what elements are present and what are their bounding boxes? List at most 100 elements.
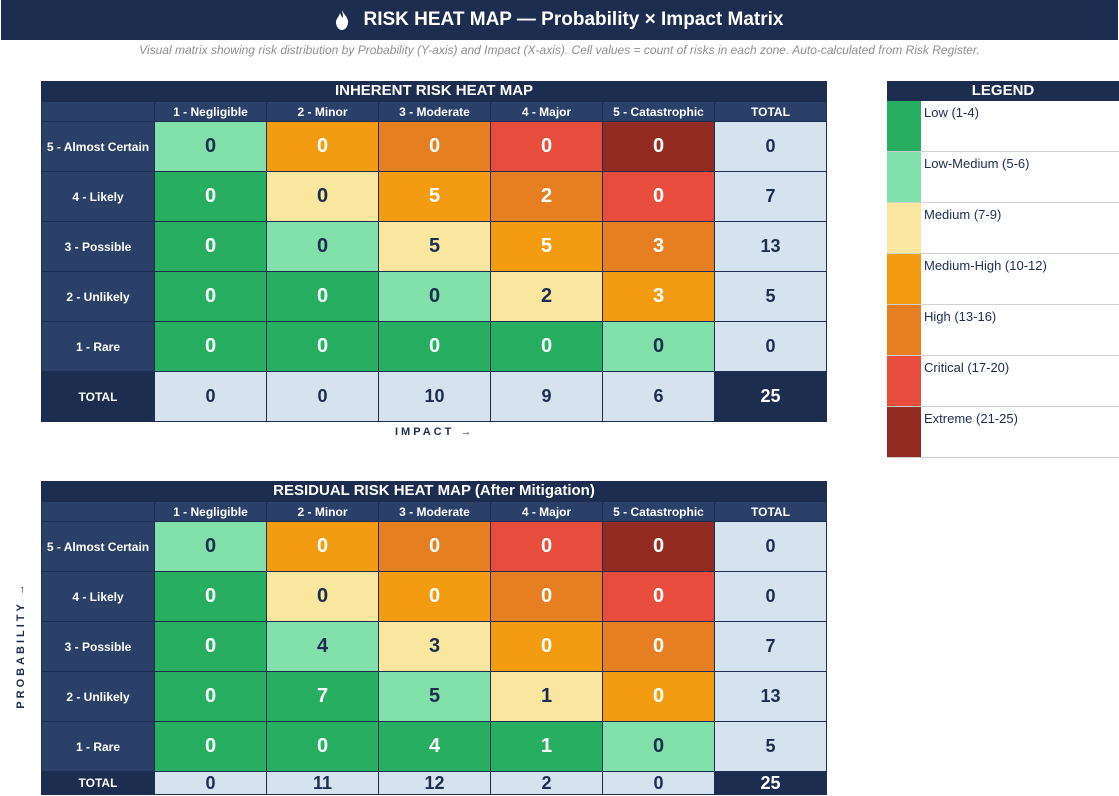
heatmap-cell: 4 xyxy=(378,721,491,772)
heatmap-cell: 5 xyxy=(378,671,491,722)
column-total: 12 xyxy=(378,771,491,795)
heatmap-cell: 0 xyxy=(154,171,267,222)
legend-swatch xyxy=(887,101,921,151)
heatmap-table: 1 - Negligible 2 - Minor 3 - Moderate 4 - M… xyxy=(41,101,827,422)
heatmap-table: 1 - Negligible 2 - Minor 3 - Moderate 4 - M… xyxy=(41,501,827,795)
heatmap-cell: 5 xyxy=(378,221,491,272)
probability-row-header: 2 - Unlikely xyxy=(41,671,155,722)
heatmap-cell: 0 xyxy=(154,271,267,322)
heatmap-cell: 0 xyxy=(602,571,715,622)
probability-row-header: 5 - Almost Certain xyxy=(41,121,155,172)
matrix-title: INHERENT RISK HEAT MAP xyxy=(41,81,827,101)
impact-column-header: 4 - Major xyxy=(490,101,603,122)
impact-column-header: 5 - Catastrophic xyxy=(602,101,715,122)
impact-column-header: 3 - Moderate xyxy=(378,101,491,122)
heatmap-cell: 0 xyxy=(378,121,491,172)
legend-swatch xyxy=(887,356,921,406)
probability-row-header: 3 - Possible xyxy=(41,621,155,672)
row-total: 0 xyxy=(714,121,827,172)
impact-column-header: 3 - Moderate xyxy=(378,501,491,522)
impact-column-header: 1 - Negligible xyxy=(154,501,267,522)
heatmap-cell: 0 xyxy=(154,721,267,772)
legend-swatch xyxy=(887,305,921,355)
heatmap-cell: 0 xyxy=(266,321,379,372)
heatmap-cell: 0 xyxy=(602,671,715,722)
row-total: 5 xyxy=(714,721,827,772)
heatmap-cell: 0 xyxy=(154,571,267,622)
probability-row-header: 4 - Likely xyxy=(41,571,155,622)
legend-label: Medium (7-9) xyxy=(924,207,1002,222)
row-total: 0 xyxy=(714,521,827,572)
legend-swatch xyxy=(887,254,921,304)
heatmap-cell: 0 xyxy=(266,571,379,622)
heatmap-cell: 0 xyxy=(602,321,715,372)
residual-risk-matrix: RESIDUAL RISK HEAT MAP (After Mitigation… xyxy=(41,481,827,795)
heatmap-row: 1 - Rare 0 0 0 0 0 0 xyxy=(41,321,827,372)
heatmap-cell: 5 xyxy=(378,171,491,222)
heatmap-row: 5 - Almost Certain 0 0 0 0 0 0 xyxy=(41,521,827,572)
heatmap-cell: 2 xyxy=(490,271,603,322)
inherent-risk-matrix: INHERENT RISK HEAT MAP 1 - Negligible 2 -… xyxy=(41,81,827,422)
legend-item: Extreme (21-25) xyxy=(887,407,1119,458)
total-row-header: TOTAL xyxy=(41,371,155,422)
row-total: 13 xyxy=(714,671,827,722)
heatmap-cell: 7 xyxy=(266,671,379,722)
heatmap-cell: 0 xyxy=(602,121,715,172)
column-total: 11 xyxy=(266,771,379,795)
legend-item: Critical (17-20) xyxy=(887,356,1119,407)
heatmap-cell: 3 xyxy=(602,271,715,322)
column-total: 2 xyxy=(490,771,603,795)
impact-column-header: 1 - Negligible xyxy=(154,101,267,122)
header-corner xyxy=(41,501,155,522)
header-corner xyxy=(41,101,155,122)
heatmap-cell: 0 xyxy=(154,221,267,272)
heatmap-cell: 2 xyxy=(490,171,603,222)
column-total: 0 xyxy=(602,771,715,795)
heatmap-cell: 0 xyxy=(490,621,603,672)
heatmap-cell: 0 xyxy=(154,121,267,172)
probability-row-header: 3 - Possible xyxy=(41,221,155,272)
impact-column-header: 4 - Major xyxy=(490,501,603,522)
heatmap-cell: 1 xyxy=(490,721,603,772)
heatmap-cell: 0 xyxy=(154,621,267,672)
legend-item: Low (1-4) xyxy=(887,101,1119,152)
heatmap-row: 5 - Almost Certain 0 0 0 0 0 0 xyxy=(41,121,827,172)
row-total: 13 xyxy=(714,221,827,272)
legend-item: High (13-16) xyxy=(887,305,1119,356)
column-total: 10 xyxy=(378,371,491,422)
legend-label: Low-Medium (5-6) xyxy=(924,156,1030,171)
probability-axis-label: PROBABILITY → xyxy=(15,581,27,709)
grand-total: 25 xyxy=(714,371,827,422)
row-total: 0 xyxy=(714,571,827,622)
page-title: RISK HEAT MAP — Probability × Impact Mat… xyxy=(363,9,784,30)
legend-label: Extreme (21-25) xyxy=(924,411,1018,426)
heatmap-row: 3 - Possible 0 4 3 0 0 7 xyxy=(41,621,827,672)
legend-swatch xyxy=(887,407,921,457)
heatmap-cell: 0 xyxy=(266,171,379,222)
legend-label: Low (1-4) xyxy=(924,105,979,120)
heatmap-cell: 0 xyxy=(602,171,715,222)
legend: LEGEND Low (1-4) Low-Medium (5-6) Medium (… xyxy=(887,81,1119,458)
legend-label: Critical (17-20) xyxy=(924,360,1010,375)
heatmap-cell: 0 xyxy=(266,521,379,572)
heatmap-cell: 0 xyxy=(154,671,267,722)
heatmap-cell: 4 xyxy=(266,621,379,672)
heatmap-cell: 0 xyxy=(490,321,603,372)
column-total: 0 xyxy=(154,371,267,422)
legend-label: Medium-High (10-12) xyxy=(924,258,1047,273)
grand-total: 25 xyxy=(714,771,827,795)
heatmap-row: 1 - Rare 0 0 4 1 0 5 xyxy=(41,721,827,772)
probability-row-header: 1 - Rare xyxy=(41,721,155,772)
matrix-title: RESIDUAL RISK HEAT MAP (After Mitigation… xyxy=(41,481,827,501)
legend-label: High (13-16) xyxy=(924,309,997,324)
impact-column-header: 2 - Minor xyxy=(266,101,379,122)
heatmap-cell: 0 xyxy=(602,721,715,772)
flame-icon xyxy=(336,10,349,30)
heatmap-row: 2 - Unlikely 0 7 5 1 0 13 xyxy=(41,671,827,722)
legend-item: Low-Medium (5-6) xyxy=(887,152,1119,203)
heatmap-cell: 0 xyxy=(266,121,379,172)
total-column-header: TOTAL xyxy=(714,501,827,522)
heatmap-cell: 0 xyxy=(490,521,603,572)
heatmap-cell: 0 xyxy=(266,271,379,322)
impact-column-header: 5 - Catastrophic xyxy=(602,501,715,522)
